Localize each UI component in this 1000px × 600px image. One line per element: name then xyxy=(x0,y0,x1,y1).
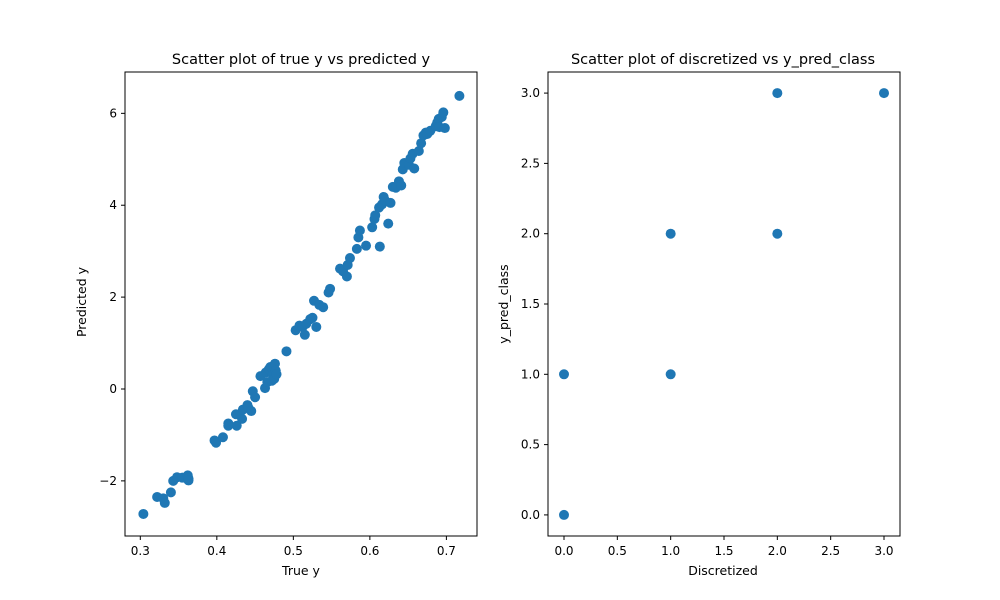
left-chart-point xyxy=(385,197,396,208)
left-chart-ytick-label: 6 xyxy=(109,106,117,120)
left-chart-point xyxy=(217,432,228,443)
right-chart-point xyxy=(879,88,889,99)
left-chart-point xyxy=(367,222,378,233)
left-chart-point xyxy=(344,253,355,264)
left-chart-point xyxy=(438,107,449,118)
right-chart-point xyxy=(772,228,783,239)
left-chart-points xyxy=(138,90,465,519)
left-chart-yticks: −2 0 2 4 6 xyxy=(99,106,125,488)
left-chart-ylabel: Predicted y xyxy=(74,266,89,337)
left-chart-xtick-label: 0.4 xyxy=(207,544,226,558)
right-chart-title: Scatter plot of discretized vs y_pred_cl… xyxy=(571,52,875,68)
left-chart-point xyxy=(413,146,424,157)
left-chart-point xyxy=(454,90,465,101)
right-chart-point xyxy=(665,228,676,239)
left-chart-point xyxy=(211,437,222,448)
right-chart-xtick-label: 3.0 xyxy=(874,544,893,558)
left-chart-point xyxy=(237,413,248,424)
left-chart-point xyxy=(281,346,292,357)
right-chart-points xyxy=(559,88,889,520)
right-chart-xtick-label: 2.0 xyxy=(768,544,787,558)
left-chart-ytick-label: 2 xyxy=(109,290,117,304)
left-chart-point xyxy=(341,271,352,282)
left-chart-xtick-label: 0.6 xyxy=(360,544,379,558)
right-chart-xtick-label: 2.5 xyxy=(821,544,840,558)
left-chart-point xyxy=(250,392,261,403)
right-chart-xtick-label: 0.0 xyxy=(554,544,573,558)
left-chart-point xyxy=(165,487,176,498)
left-chart-point xyxy=(409,163,420,174)
right-chart-frame xyxy=(547,71,901,537)
right-chart-xlabel: Discretized xyxy=(688,563,758,578)
left-chart-point xyxy=(271,369,282,380)
right-chart-xtick-label: 1.5 xyxy=(714,544,733,558)
right-chart-point xyxy=(665,369,676,380)
right-chart-ylabel: y_pred_class xyxy=(496,264,511,343)
left-chart-point xyxy=(325,283,336,294)
right-chart-point xyxy=(559,509,569,520)
left-chart-point xyxy=(361,240,372,251)
left-chart-xtick-label: 0.5 xyxy=(284,544,303,558)
left-chart-point xyxy=(223,420,234,431)
left-chart-point xyxy=(374,241,385,252)
left-chart-point xyxy=(311,321,322,332)
right-scatter-chart: Scatter plot of discretized vs y_pred_cl… xyxy=(496,52,901,578)
left-chart-ytick-label: 4 xyxy=(109,198,117,212)
left-chart-ytick-label: −2 xyxy=(99,474,117,488)
left-chart-xtick-label: 0.3 xyxy=(131,544,150,558)
right-chart-point xyxy=(559,369,569,380)
right-chart-ytick-label: 1.0 xyxy=(521,367,540,381)
right-chart-ytick-label: 2.0 xyxy=(521,227,540,241)
right-chart-xticks: 0.0 0.5 1.0 1.5 2.0 2.5 3.0 xyxy=(554,536,894,558)
left-chart-point xyxy=(351,243,362,254)
right-chart-xtick-label: 0.5 xyxy=(608,544,627,558)
left-chart-xlabel: True y xyxy=(281,563,321,578)
right-chart-point xyxy=(772,88,783,99)
right-chart-ytick-label: 2.5 xyxy=(521,156,540,170)
left-chart-point xyxy=(231,420,242,431)
left-chart-point xyxy=(159,497,170,508)
right-chart-yticks: 0.0 0.5 1.0 1.5 2.0 2.5 3.0 xyxy=(521,86,548,522)
left-chart-point xyxy=(318,302,329,313)
left-chart-point xyxy=(183,475,194,486)
left-chart-point xyxy=(138,508,149,519)
left-chart-point xyxy=(439,123,450,134)
left-chart-frame xyxy=(124,71,478,537)
left-chart-point xyxy=(299,329,310,340)
left-chart-xtick-label: 0.7 xyxy=(437,544,456,558)
right-chart-xtick-label: 1.0 xyxy=(661,544,680,558)
left-chart-point xyxy=(370,210,381,221)
left-scatter-chart: Scatter plot of true y vs predicted y Tr… xyxy=(74,52,478,578)
left-chart-title: Scatter plot of true y vs predicted y xyxy=(172,52,431,68)
right-chart-ytick-label: 3.0 xyxy=(521,86,540,100)
left-chart-point xyxy=(307,312,318,323)
left-chart-xticks: 0.3 0.4 0.5 0.6 0.7 xyxy=(131,536,456,558)
left-chart-point xyxy=(396,180,407,191)
right-chart-ytick-label: 1.5 xyxy=(521,297,540,311)
left-chart-ytick-label: 0 xyxy=(109,382,117,396)
left-chart-point xyxy=(416,138,427,149)
right-chart-ytick-label: 0.5 xyxy=(521,438,540,452)
right-chart-ytick-label: 0.0 xyxy=(521,508,540,522)
left-chart-point xyxy=(383,218,394,229)
left-chart-point xyxy=(354,225,365,236)
left-chart-point xyxy=(246,406,257,417)
